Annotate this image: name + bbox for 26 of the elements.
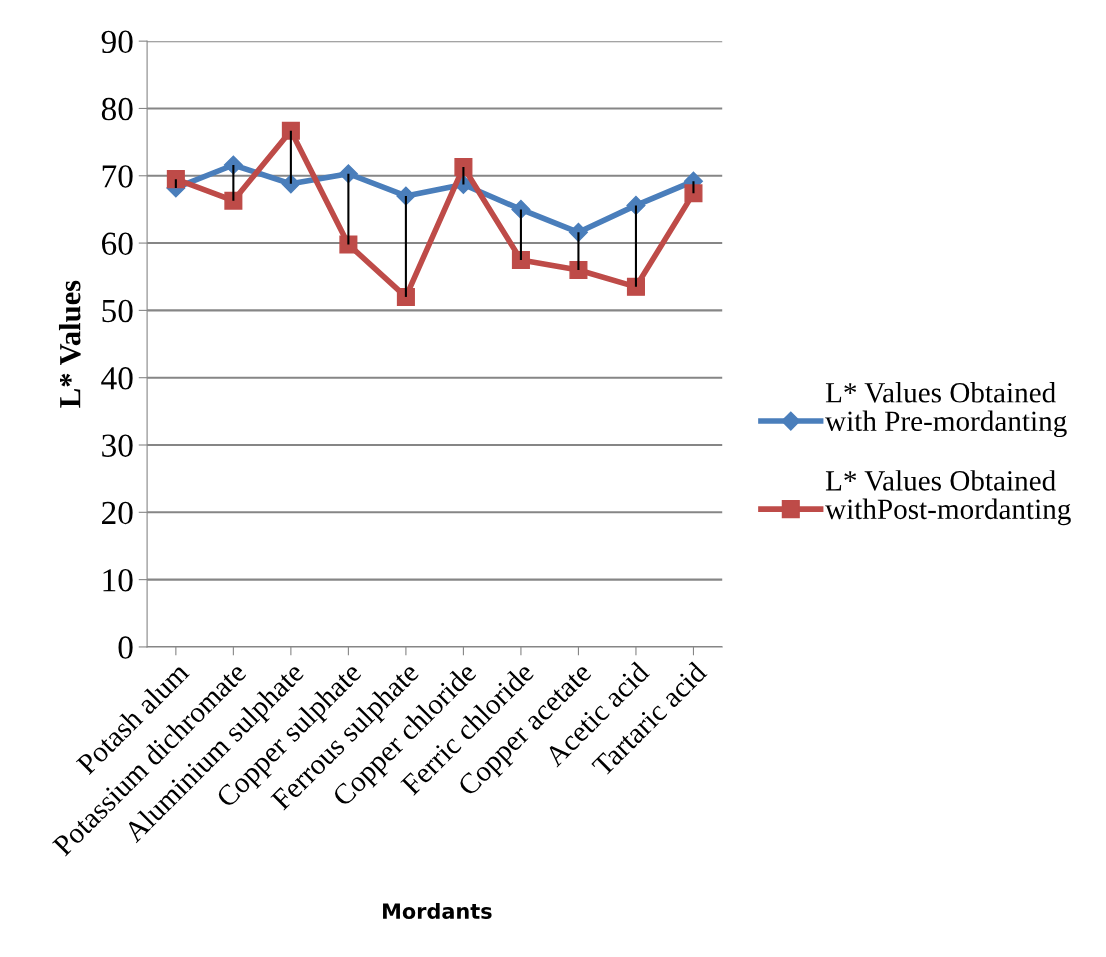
- point: [396, 287, 415, 306]
- point: [281, 174, 301, 194]
- y-tick-label: 80: [101, 97, 133, 121]
- point: [626, 195, 646, 215]
- y-tick-label: 50: [102, 299, 133, 323]
- y-tick-label: 0: [118, 636, 133, 659]
- x-axis-title: Mordants: [383, 902, 492, 920]
- point: [339, 235, 358, 254]
- point: [224, 191, 243, 210]
- point: [626, 277, 645, 296]
- y-axis-title: L* Values: [58, 280, 81, 408]
- y-tick-label: 90: [101, 30, 133, 54]
- point: [684, 184, 703, 203]
- point: [281, 121, 300, 140]
- point: [511, 250, 530, 269]
- y-tick-label: 70: [102, 165, 133, 188]
- y-tick-label: 20: [102, 501, 133, 525]
- legend-label: L* Values Obtained withPost-mordanting: [825, 470, 1071, 526]
- point: [569, 260, 588, 280]
- y-tick-label: 30: [102, 434, 133, 457]
- point: [454, 157, 473, 177]
- y-tick-label: 40: [101, 367, 133, 390]
- point: [166, 170, 185, 189]
- legend-label: L* Values Obtained with Pre-mordanting: [825, 382, 1067, 438]
- y-tick-label: 60: [102, 232, 133, 255]
- y-tick-label: 10: [103, 569, 133, 592]
